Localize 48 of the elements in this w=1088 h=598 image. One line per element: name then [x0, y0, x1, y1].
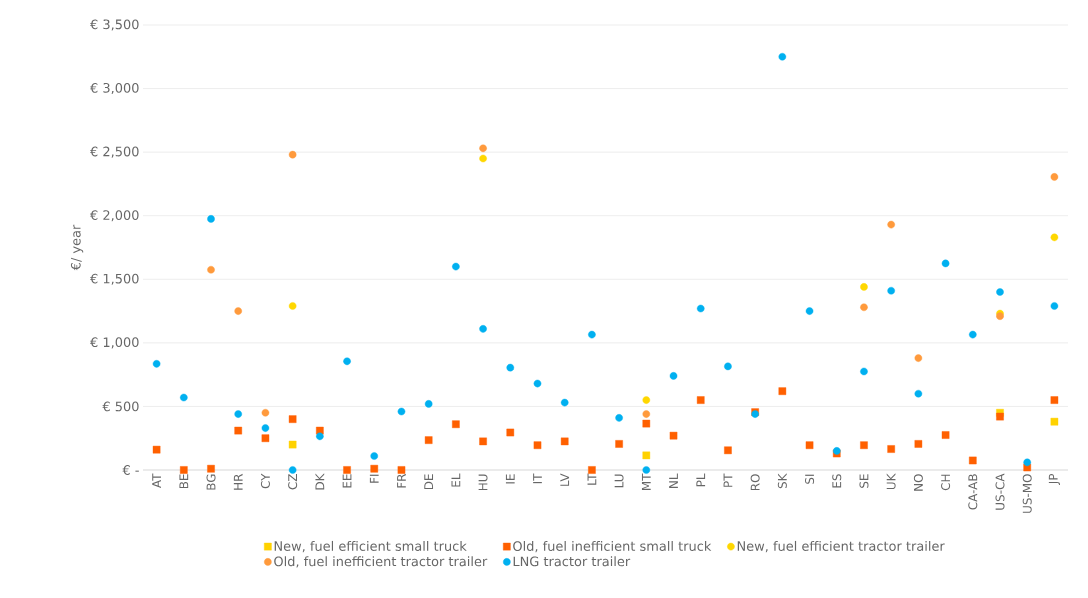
legend-label: New, fuel efficient tractor trailer	[737, 540, 945, 553]
x-tick-label: EE	[342, 474, 352, 488]
x-tick-label: CZ	[288, 474, 298, 490]
x-tick-label: NL	[669, 473, 678, 488]
x-tick-label: US-MO	[1022, 474, 1032, 513]
x-tick-label: LV	[560, 473, 570, 486]
x-tick-label: AT	[152, 473, 161, 488]
x-tick-label: NO	[913, 474, 923, 491]
x-tick-label: LU	[614, 474, 624, 488]
y-tick-label: € 2,000	[90, 210, 139, 222]
x-tick-label: FR	[397, 473, 406, 488]
x-tick-label: SI	[805, 474, 815, 484]
x-tick-label: IE	[505, 474, 515, 484]
x-tick-label: IT	[533, 473, 542, 484]
x-tick-label: HU	[478, 474, 488, 491]
x-tick-label: JP	[1048, 473, 1060, 485]
x-tick-label: CY	[260, 473, 270, 489]
x-tick-label: BE	[179, 474, 189, 489]
x-tick-label: DE	[424, 474, 434, 490]
x-tick-label: PL	[696, 473, 706, 487]
x-tick-label: US-CA	[995, 473, 1005, 510]
x-tick-label: EL	[451, 473, 461, 487]
y-tick-label: € 500	[102, 401, 139, 412]
y-tick-label: € 3,500	[90, 19, 139, 31]
x-tick-label: ES	[832, 474, 842, 488]
y-tick-label: € 2,500	[90, 146, 139, 158]
x-tick-label: MT	[641, 473, 651, 490]
legend-label: Old, fuel inefficient small truck	[513, 540, 712, 553]
y-tick-label: € 1,500	[90, 273, 139, 285]
x-tick-label: LT	[587, 473, 597, 485]
x-tick-label: SE	[859, 474, 869, 488]
y-tick-label: € 1,000	[90, 337, 139, 349]
x-tick-label: FI	[369, 474, 379, 483]
y-axis-title: €/ year	[70, 224, 84, 271]
x-tick-label: HR	[233, 473, 243, 490]
x-tick-label: CH	[941, 474, 951, 491]
x-tick-label: PT	[723, 473, 733, 487]
x-tick-label: DK	[315, 473, 325, 490]
y-tick-label: € -	[122, 465, 139, 475]
x-tick-label: BG	[206, 474, 216, 490]
x-tick-label: UK	[886, 473, 896, 490]
legend-label: LNG tractor trailer	[513, 556, 631, 567]
x-tick-label: RO	[750, 474, 760, 491]
legend-label: Old, fuel inefficient tractor trailer	[274, 556, 488, 568]
x-tick-label: SK	[777, 473, 787, 489]
y-tick-label: € 3,000	[90, 83, 139, 95]
x-tick-label: CA-AB	[968, 474, 978, 510]
legend-label: New, fuel efficient small truck	[274, 540, 467, 553]
